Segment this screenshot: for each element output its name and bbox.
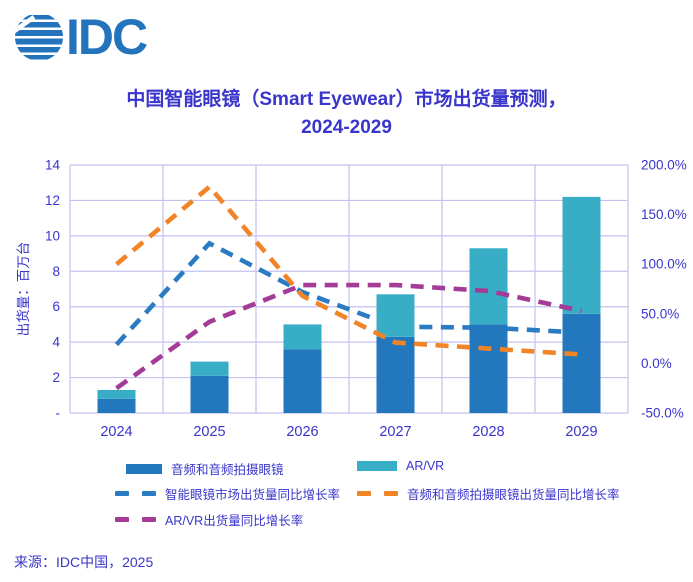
axis-labels: 14 12 10 8 6 4 2 - 200.0% 150.0% 100.0% 50.0% 0.0% -5… <box>15 158 687 441</box>
legend-item-market-growth-line: 智能眼镜市场出货量同比增长率 <box>115 484 340 503</box>
legend-label: 智能眼镜市场出货量同比增长率 <box>165 488 341 502</box>
bar-audio-2029 <box>562 313 601 413</box>
globe-icon <box>15 13 63 61</box>
y-right-tick: 50.0% <box>641 306 679 321</box>
bar-arvr-2027 <box>376 294 415 337</box>
bar-audio-2026 <box>283 349 322 413</box>
legend-label: AR/VR <box>406 459 445 473</box>
audio-growth-line-swatch <box>357 491 398 496</box>
chart-title-line2: 2024-2029 <box>301 117 392 138</box>
audio-bar-swatch <box>126 463 162 474</box>
line-arvr-growth <box>115 282 582 391</box>
y-left-tick: 6 <box>52 299 60 314</box>
bar-audio-2027 <box>376 336 415 413</box>
x-axis-year-label: 2025 <box>193 424 225 440</box>
line-market-growth <box>114 240 582 347</box>
legend-item-arvr-bar: AR/VR <box>357 459 444 473</box>
legend-item-audio-growth-line: 音频和音频拍摄眼镜出货量同比增长率 <box>357 484 620 503</box>
line-audio-growth <box>115 183 582 357</box>
x-axis-year-label: 2028 <box>472 424 504 440</box>
y-right-tick: 150.0% <box>641 207 687 222</box>
y-left-tick: 8 <box>52 264 60 279</box>
y-right-tick: 0.0% <box>641 356 672 371</box>
y-axis-title: 出货量：百万台 <box>15 242 31 337</box>
arvr-growth-line-swatch <box>115 517 156 522</box>
idc-logo: IDC <box>15 9 149 64</box>
y-left-tick: 12 <box>45 193 60 208</box>
y-left-tick: 4 <box>52 335 60 350</box>
legend-label: 音频和音频拍摄眼镜出货量同比增长率 <box>407 488 620 502</box>
idc-logo-text: IDC <box>66 9 147 64</box>
gridlines <box>69 164 629 414</box>
chart-title: 中国智能眼镜（Smart Eyewear）市场出货量预测， 2024-2029 <box>0 86 693 142</box>
y-right-tick: 200.0% <box>641 158 687 173</box>
y-left-tick: - <box>56 406 61 421</box>
legend-label: 音频和音频拍摄眼镜 <box>171 463 284 477</box>
bar-audio-2025 <box>190 375 229 413</box>
y-right-tick: 100.0% <box>641 257 687 272</box>
x-axis-year-label: 2029 <box>565 424 597 440</box>
bar-audio-2028 <box>469 324 508 413</box>
arvr-bar-swatch <box>357 461 397 471</box>
legend-item-arvr-growth-line: AR/VR出货量同比增长率 <box>115 510 303 529</box>
y-left-tick: 2 <box>52 370 60 385</box>
y-left-tick: 14 <box>45 158 61 173</box>
x-axis-year-label: 2024 <box>100 424 132 440</box>
legend-label: AR/VR出货量同比增长率 <box>165 514 304 528</box>
bar-arvr-2026 <box>283 324 322 350</box>
y-right-tick: -50.0% <box>641 406 684 421</box>
y-left-tick: 10 <box>45 228 60 243</box>
bar-audio-2024 <box>97 398 136 413</box>
source-note: 来源：IDC中国，2025 <box>14 554 154 570</box>
bar-arvr-2029 <box>562 196 601 314</box>
x-axis-year-label: 2026 <box>286 424 318 440</box>
x-axis-year-label: 2027 <box>379 424 411 440</box>
bars <box>97 196 601 413</box>
bar-arvr-2028 <box>469 248 508 325</box>
chart-title-line1: 中国智能眼镜（Smart Eyewear）市场出货量预测， <box>126 89 567 110</box>
bar-arvr-2024 <box>97 389 136 399</box>
combo-chart: 14 12 10 8 6 4 2 - 200.0% 150.0% 100.0% 50.0% 0.0% -5… <box>15 158 687 441</box>
market-growth-line-swatch <box>115 491 156 496</box>
bar-arvr-2025 <box>190 361 229 376</box>
legend-item-audio-bar: 音频和音频拍摄眼镜 <box>126 459 284 478</box>
